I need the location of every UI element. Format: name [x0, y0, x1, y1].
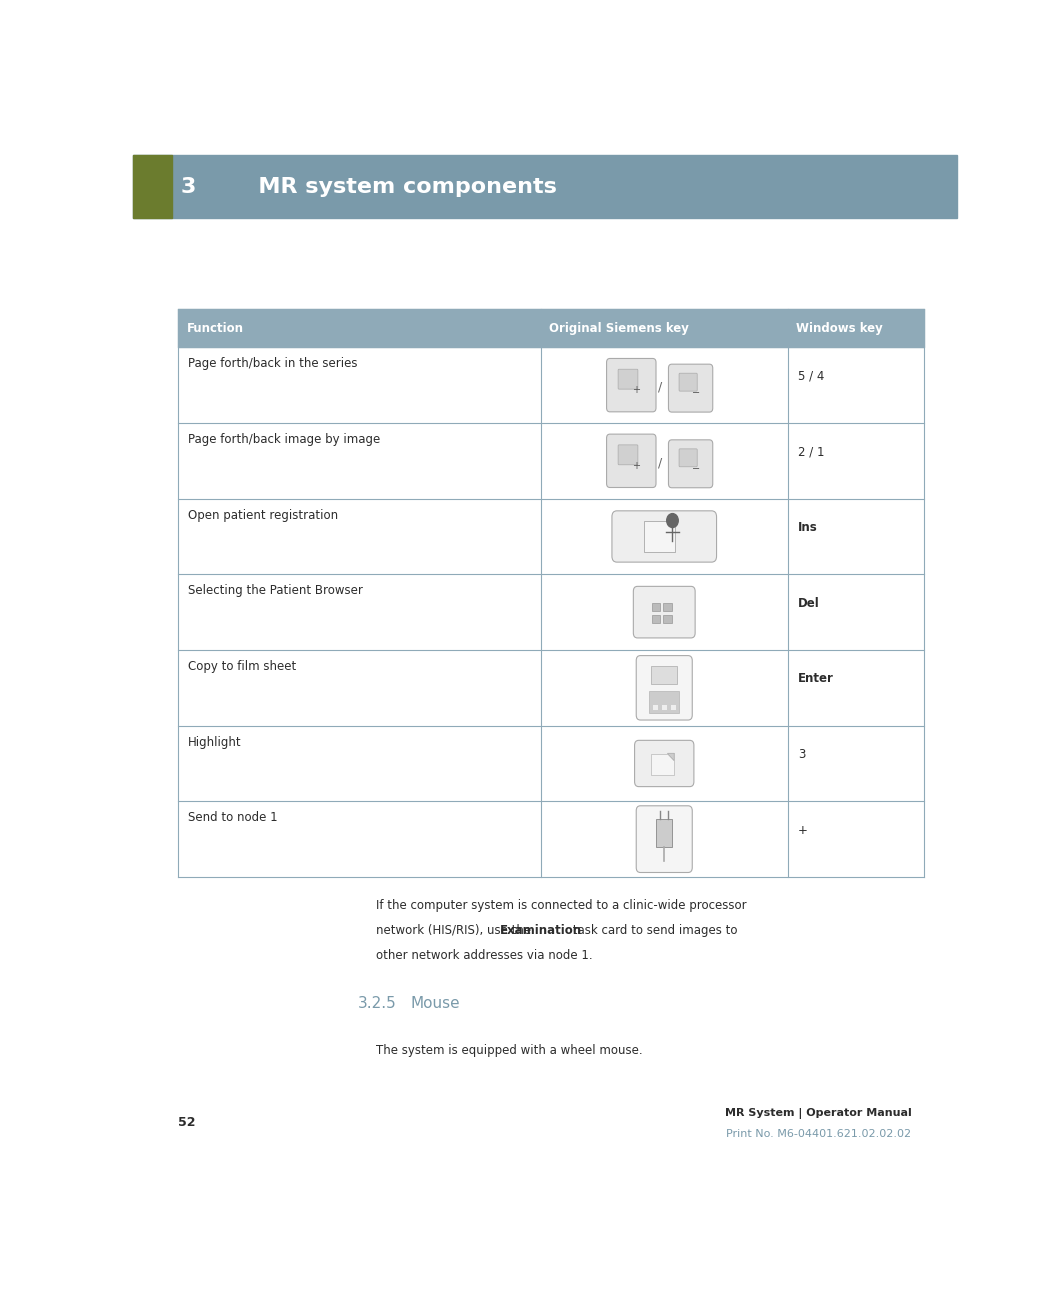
FancyBboxPatch shape	[607, 358, 656, 412]
Text: Selecting the Patient Browser: Selecting the Patient Browser	[188, 584, 362, 597]
Text: task card to send images to: task card to send images to	[569, 923, 737, 936]
Bar	[179, 309, 924, 348]
Bar	[653, 705, 658, 710]
FancyBboxPatch shape	[663, 603, 672, 612]
FancyBboxPatch shape	[618, 370, 638, 389]
Text: Page forth/back in the series: Page forth/back in the series	[188, 357, 357, 371]
Text: The system is equipped with a wheel mouse.: The system is equipped with a wheel mous…	[376, 1045, 642, 1058]
FancyBboxPatch shape	[669, 440, 713, 487]
Bar	[179, 499, 924, 574]
FancyBboxPatch shape	[637, 656, 692, 720]
Bar	[133, 155, 957, 219]
Text: Mouse: Mouse	[410, 997, 460, 1011]
FancyBboxPatch shape	[652, 615, 660, 623]
Circle shape	[667, 513, 678, 528]
Bar	[179, 348, 924, 423]
Text: +: +	[632, 385, 640, 396]
Text: If the computer system is connected to a clinic-wide processor: If the computer system is connected to a…	[376, 899, 746, 912]
Text: Highlight: Highlight	[188, 736, 241, 749]
Text: −: −	[692, 388, 699, 398]
Text: /: /	[658, 456, 662, 469]
FancyBboxPatch shape	[651, 666, 677, 684]
Bar	[656, 820, 673, 847]
Text: Ins: Ins	[797, 521, 817, 534]
FancyBboxPatch shape	[634, 586, 695, 637]
Text: Send to node 1: Send to node 1	[188, 812, 277, 825]
Text: 3.2.5: 3.2.5	[358, 997, 396, 1011]
Bar	[179, 423, 924, 499]
FancyBboxPatch shape	[652, 603, 660, 612]
Bar	[179, 650, 924, 725]
Text: 52: 52	[179, 1116, 196, 1129]
Text: other network addresses via node 1.: other network addresses via node 1.	[376, 949, 592, 962]
Bar	[133, 155, 172, 219]
FancyBboxPatch shape	[637, 806, 692, 873]
Text: Function: Function	[186, 322, 243, 335]
Polygon shape	[668, 754, 674, 760]
FancyBboxPatch shape	[635, 741, 694, 786]
FancyBboxPatch shape	[651, 754, 674, 776]
FancyBboxPatch shape	[663, 615, 672, 623]
Text: Print No. M6-04401.621.02.02.02: Print No. M6-04401.621.02.02.02	[726, 1129, 911, 1139]
Text: Open patient registration: Open patient registration	[188, 508, 338, 522]
Text: Windows key: Windows key	[796, 322, 882, 335]
Text: Original Siemens key: Original Siemens key	[549, 322, 689, 335]
Text: +: +	[632, 460, 640, 471]
Bar	[662, 705, 667, 710]
FancyBboxPatch shape	[669, 365, 713, 412]
Text: Page forth/back image by image: Page forth/back image by image	[188, 433, 381, 446]
Bar	[179, 802, 924, 877]
Bar	[649, 690, 679, 712]
Text: 5 / 4: 5 / 4	[797, 370, 824, 383]
FancyBboxPatch shape	[679, 374, 697, 390]
Bar	[179, 725, 924, 802]
Text: Examination: Examination	[500, 923, 581, 936]
Text: Del: Del	[797, 596, 820, 609]
Text: 2 / 1: 2 / 1	[797, 445, 824, 458]
Bar	[179, 574, 924, 650]
Text: 3: 3	[797, 747, 805, 760]
FancyBboxPatch shape	[679, 449, 697, 467]
Bar	[644, 521, 675, 552]
FancyBboxPatch shape	[618, 445, 638, 464]
Text: +: +	[797, 824, 808, 837]
Text: 3        MR system components: 3 MR system components	[181, 177, 557, 197]
Text: Enter: Enter	[797, 672, 833, 685]
Text: /: /	[658, 380, 662, 393]
Text: Copy to film sheet: Copy to film sheet	[188, 661, 297, 674]
Text: MR System | Operator Manual: MR System | Operator Manual	[725, 1108, 911, 1118]
FancyBboxPatch shape	[607, 434, 656, 487]
Bar	[671, 705, 676, 710]
Text: network (HIS/RIS), use the: network (HIS/RIS), use the	[376, 923, 535, 936]
Text: −: −	[692, 464, 699, 473]
FancyBboxPatch shape	[612, 511, 716, 562]
